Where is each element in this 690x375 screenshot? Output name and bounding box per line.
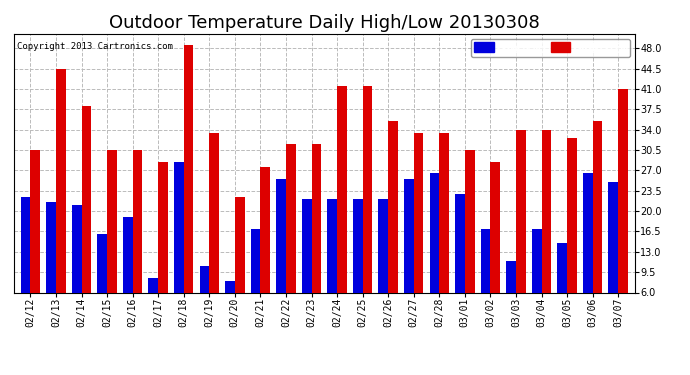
Bar bbox=[618, 89, 628, 292]
Bar bbox=[542, 130, 551, 292]
Bar bbox=[132, 150, 142, 292]
Bar bbox=[225, 281, 235, 292]
Bar bbox=[455, 194, 465, 292]
Bar bbox=[199, 266, 209, 292]
Bar bbox=[609, 182, 618, 292]
Bar bbox=[481, 228, 491, 292]
Bar bbox=[379, 200, 388, 292]
Bar bbox=[107, 150, 117, 292]
Bar bbox=[123, 217, 132, 292]
Bar bbox=[353, 200, 363, 292]
Bar bbox=[209, 133, 219, 292]
Bar bbox=[532, 228, 542, 292]
Bar bbox=[235, 196, 244, 292]
Bar bbox=[440, 133, 449, 292]
Bar bbox=[174, 162, 184, 292]
Bar bbox=[97, 234, 107, 292]
Bar bbox=[567, 138, 577, 292]
Legend: Low  (°F), High  (°F): Low (°F), High (°F) bbox=[471, 39, 630, 57]
Bar bbox=[388, 121, 398, 292]
Bar bbox=[276, 179, 286, 292]
Bar bbox=[593, 121, 602, 292]
Bar bbox=[46, 202, 56, 292]
Bar bbox=[184, 45, 193, 292]
Bar bbox=[558, 243, 567, 292]
Bar bbox=[430, 173, 440, 292]
Bar bbox=[404, 179, 414, 292]
Bar bbox=[72, 205, 81, 292]
Bar bbox=[56, 69, 66, 292]
Bar bbox=[21, 196, 30, 292]
Bar bbox=[302, 200, 311, 292]
Bar bbox=[311, 144, 322, 292]
Bar bbox=[286, 144, 296, 292]
Bar bbox=[30, 150, 40, 292]
Bar bbox=[337, 86, 347, 292]
Bar bbox=[81, 106, 91, 292]
Bar bbox=[327, 200, 337, 292]
Bar bbox=[158, 162, 168, 292]
Bar bbox=[516, 130, 526, 292]
Bar bbox=[260, 168, 270, 292]
Bar bbox=[506, 261, 516, 292]
Bar bbox=[148, 278, 158, 292]
Bar bbox=[250, 228, 260, 292]
Text: Copyright 2013 Cartronics.com: Copyright 2013 Cartronics.com bbox=[17, 42, 172, 51]
Bar bbox=[491, 162, 500, 292]
Bar bbox=[363, 86, 373, 292]
Bar bbox=[465, 150, 475, 292]
Title: Outdoor Temperature Daily High/Low 20130308: Outdoor Temperature Daily High/Low 20130… bbox=[109, 14, 540, 32]
Bar bbox=[583, 173, 593, 292]
Bar bbox=[414, 133, 424, 292]
